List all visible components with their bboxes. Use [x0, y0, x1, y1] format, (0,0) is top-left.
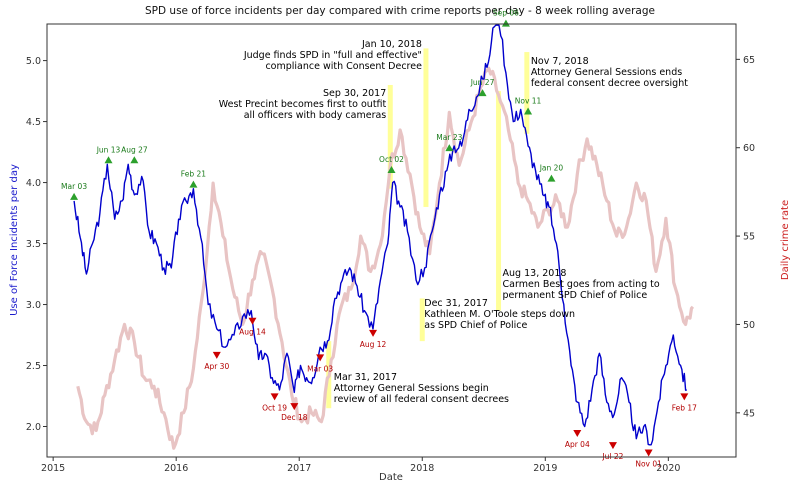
- y-axis-label-right: Daily crime rate: [780, 200, 791, 280]
- peak-label-8: Nov 11: [515, 96, 542, 105]
- peak-marker-3: [189, 180, 198, 188]
- trough-marker-3: [290, 403, 299, 411]
- x-tick-label-0: 2015: [41, 463, 65, 474]
- event-annotations: Mar 31, 2017 Attorney General Sessions be…: [219, 39, 688, 405]
- peak-label-2: Aug 27: [121, 145, 148, 154]
- trough-label-5: Aug 12: [360, 340, 387, 349]
- plot-frame: [46, 23, 737, 458]
- event-annotation-3: Jan 10, 2018 Judge finds SPD in "full and…: [243, 39, 422, 72]
- trough-label-8: Nov 01: [635, 459, 662, 468]
- y-axis-label-left: Use of Force Incidents per day: [9, 164, 20, 316]
- trough-label-3: Dec 18: [281, 413, 308, 422]
- event-annotation-2: Dec 31, 2017 Kathleen M. O'Toole steps do…: [424, 298, 575, 331]
- trough-marker-7: [608, 442, 617, 450]
- y-left-tick-label-0: 2.0: [26, 422, 41, 433]
- peak-label-7: Sep 06: [493, 9, 519, 18]
- peak-label-1: Jun 13: [96, 145, 121, 154]
- peak-label-9: Jan 20: [539, 164, 564, 173]
- trough-marker-9: [680, 393, 689, 401]
- peak-marker-9: [547, 174, 556, 182]
- event-annotation-1: Sep 30, 2017 West Precint becomes first t…: [219, 88, 387, 121]
- trough-marker-2: [270, 393, 279, 401]
- axes: 2015 2016 2017 2018 2019 2020 2.0 2.5 3.0 3.5 4.0 4…: [26, 55, 755, 474]
- peak-marker-5: [445, 144, 454, 152]
- event-bar-3: [423, 48, 429, 207]
- x-tick-label-3: 2018: [410, 463, 434, 474]
- event-bar-5: [524, 52, 530, 134]
- y-right-tick-label-2: 55: [743, 232, 755, 243]
- peak-label-0: Mar 03: [61, 182, 87, 191]
- event-annotation-0: Mar 31, 2017 Attorney General Sessions be…: [334, 372, 509, 405]
- event-annotation-5: Nov 7, 2018 Attorney General Sessions end…: [531, 56, 688, 89]
- trough-label-6: Apr 04: [565, 440, 590, 449]
- y-right-tick-label-3: 60: [743, 143, 755, 154]
- trough-marker-0: [212, 351, 221, 359]
- y-right-tick-label-1: 50: [743, 320, 755, 331]
- trough-marker-8: [644, 449, 653, 457]
- use-of-force-series: [73, 24, 687, 446]
- peak-marker-2: [130, 156, 139, 164]
- trough-marker-4: [316, 354, 325, 362]
- crime-series: [76, 66, 695, 450]
- crime-line: [76, 66, 695, 450]
- peak-marker-4: [387, 166, 396, 174]
- chart-title: SPD use of force incidents per day compa…: [145, 5, 655, 17]
- x-tick-label-1: 2016: [164, 463, 188, 474]
- x-tick-label-4: 2019: [533, 463, 557, 474]
- trough-label-0: Apr 30: [204, 362, 229, 371]
- y-left-tick-label-5: 4.5: [26, 117, 41, 128]
- trough-marker-6: [573, 429, 582, 437]
- peak-label-3: Feb 21: [181, 170, 206, 179]
- peak-label-6: Jun 27: [470, 78, 495, 87]
- peak-trough-markers: Mar 03 Jun 13 Aug 27 Feb 21 Oct 02 Mar 23 Jun …: [61, 9, 697, 469]
- event-annotation-4: Aug 13, 2018 Carmen Best goes from acting…: [503, 268, 660, 301]
- y-left-tick-label-3: 3.5: [26, 239, 41, 250]
- y-right-tick-label-4: 65: [743, 55, 755, 66]
- y-left-tick-label-2: 3.0: [26, 300, 41, 311]
- trough-label-2: Oct 19: [262, 403, 287, 412]
- y-left-tick-label-6: 5.0: [26, 56, 41, 67]
- use-of-force-line: [73, 24, 687, 446]
- peak-marker-6: [478, 89, 487, 97]
- event-bar-4: [496, 91, 502, 311]
- x-tick-label-2: 2017: [287, 463, 311, 474]
- trough-marker-5: [369, 329, 378, 337]
- peak-marker-0: [70, 192, 79, 200]
- peak-marker-8: [524, 107, 533, 115]
- trough-label-9: Feb 17: [672, 403, 697, 412]
- event-bar-1: [387, 84, 393, 189]
- y-left-tick-label-4: 4.0: [26, 178, 41, 189]
- peak-label-4: Oct 02: [379, 155, 404, 164]
- trough-label-1: Aug 14: [239, 328, 266, 337]
- peak-marker-7: [501, 19, 510, 27]
- trough-marker-1: [248, 317, 257, 325]
- trough-label-4: Mar 03: [307, 364, 333, 373]
- x-axis-label: Date: [379, 472, 403, 483]
- y-left-tick-label-1: 2.5: [26, 361, 41, 372]
- y-right-tick-label-0: 45: [743, 408, 755, 419]
- x-tick-label-5: 2020: [656, 463, 680, 474]
- peak-label-5: Mar 23: [436, 133, 462, 142]
- peak-marker-1: [104, 156, 113, 164]
- event-bar-2: [419, 298, 425, 342]
